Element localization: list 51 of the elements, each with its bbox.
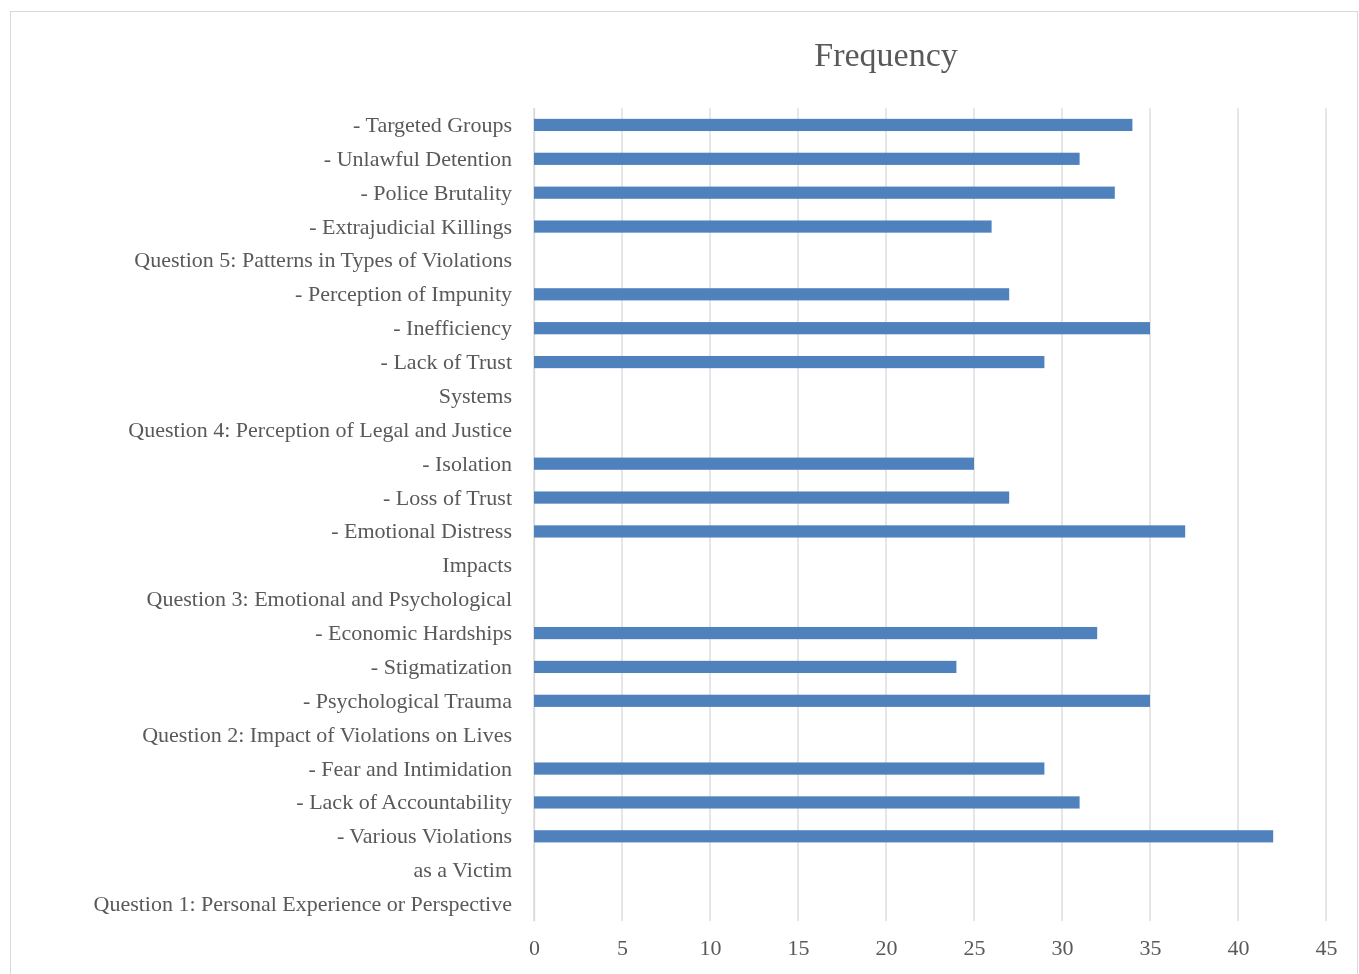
y-tick-label: Question 3: Emotional and Psychological [146,586,512,612]
x-tick-label: 45 [1315,934,1338,960]
bar [534,525,1186,538]
x-tick-label: 25 [963,934,986,960]
x-tick-label: 5 [617,934,628,960]
x-tick-label: 15 [787,934,810,960]
y-tick-label: Systems [438,382,512,408]
bar [534,322,1150,335]
bar [534,660,957,674]
y-tick-label: as a Victim [413,857,512,883]
y-tick-label: - Economic Hardships [315,620,512,646]
y-tick-label: - Psychological Trauma [303,687,513,713]
y-tick-label: - Targeted Groups [353,111,512,137]
x-tick-label: 0 [529,934,540,960]
x-tick-label: 20 [875,934,898,960]
bar [534,626,1098,640]
y-tick-label: - Fear and Intimidation [308,755,512,781]
y-tick-label: - Isolation [422,450,512,476]
x-tick-label: 35 [1139,934,1162,960]
y-tick-label: - Perception of Impunity [295,281,512,307]
y-tick-label: - Extrajudicial Killings [309,213,512,239]
y-tick-label: - Police Brutality [360,179,512,205]
bar [534,152,1080,165]
y-tick-label: - Loss of Trust [383,484,512,510]
y-tick-label: - Lack of Accountability [296,789,512,815]
bar [534,288,1010,301]
y-tick-label: - Various Violations [336,823,512,849]
bar [534,796,1080,809]
x-tick-label: 10 [699,934,722,960]
y-tick-label: - Inefficiency [393,315,512,341]
y-tick-label: - Emotional Distress [331,518,512,544]
y-tick-label: Impacts [442,552,512,578]
bar [534,355,1045,369]
y-tick-label: - Unlawful Detention [323,145,512,171]
bar [534,762,1045,775]
bar [534,457,974,470]
y-tick-label: Question 5: Patterns in Types of Violations [134,247,512,273]
y-tick-label: - Stigmatization [370,653,512,679]
bar [534,830,1274,843]
bar [534,220,992,233]
bar [534,118,1133,132]
y-tick-label: - Lack of Trust [380,349,512,375]
bar [534,186,1115,199]
x-tick-label: 40 [1227,934,1250,960]
x-tick-label: 30 [1051,934,1074,960]
bar [534,694,1150,707]
chart-title: Frequency [814,36,958,73]
bar [534,491,1010,504]
y-tick-label: Question 2: Impact of Violations on Lives [142,721,512,747]
y-tick-label: Question 1: Personal Experience or Perspective [93,891,512,917]
y-tick-label: Question 4: Perception of Legal and Justice [128,416,512,442]
